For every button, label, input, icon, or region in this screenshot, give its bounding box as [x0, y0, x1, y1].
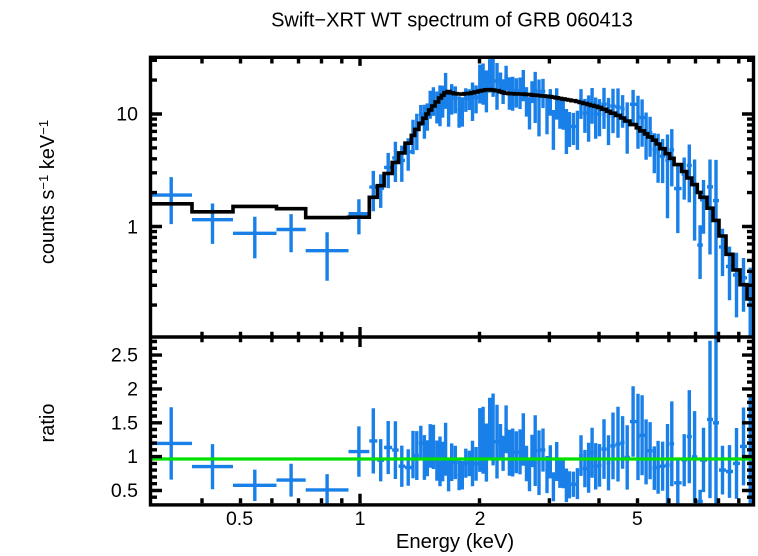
- svg-text:Energy (keV): Energy (keV): [396, 531, 514, 553]
- svg-text:2: 2: [127, 379, 138, 401]
- svg-text:2.5: 2.5: [111, 345, 138, 367]
- svg-text:0.5: 0.5: [111, 480, 138, 502]
- svg-text:1: 1: [127, 216, 138, 238]
- svg-text:Swift−XRT WT spectrum of GRB 0: Swift−XRT WT spectrum of GRB 060413: [271, 10, 633, 32]
- svg-text:1: 1: [127, 446, 138, 468]
- svg-text:0.5: 0.5: [226, 508, 253, 530]
- svg-text:5: 5: [632, 508, 643, 530]
- svg-text:10: 10: [116, 103, 138, 125]
- svg-text:2: 2: [475, 508, 486, 530]
- svg-text:1: 1: [355, 508, 366, 530]
- svg-text:ratio: ratio: [37, 404, 59, 443]
- svg-text:1.5: 1.5: [111, 412, 138, 434]
- svg-text:counts s−1 keV−1: counts s−1 keV−1: [36, 120, 59, 264]
